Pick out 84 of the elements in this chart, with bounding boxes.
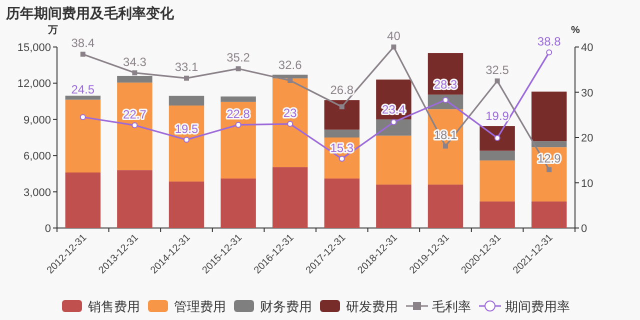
data-label: 26.8 xyxy=(330,83,354,98)
bar xyxy=(324,100,360,130)
point xyxy=(494,134,500,141)
y-axis-title: 万 xyxy=(47,25,58,36)
legend-label: 管理费用 xyxy=(174,299,226,314)
data-label: 23.4 xyxy=(382,102,406,116)
bar xyxy=(168,96,204,106)
bar xyxy=(480,201,515,228)
point xyxy=(443,144,448,149)
y-tick-label: 6,000 xyxy=(23,150,51,163)
point xyxy=(390,119,397,126)
y2-tick-label: 40 xyxy=(581,42,594,54)
bar xyxy=(117,170,152,228)
data-label: 32.6 xyxy=(278,58,302,72)
point xyxy=(391,44,396,50)
legend-label: 期间费用率 xyxy=(505,299,570,314)
bar xyxy=(324,178,360,228)
y2-tick-label: 30 xyxy=(581,87,594,100)
y-tick-label: 12,000 xyxy=(17,78,51,90)
bar xyxy=(324,130,360,138)
y-tick-label: 9,000 xyxy=(23,114,51,126)
legend-label: 毛利率 xyxy=(432,299,471,314)
bar xyxy=(65,100,101,172)
data-label: 22.8 xyxy=(226,106,250,121)
data-label: 40 xyxy=(387,29,401,43)
data-label: 15.3 xyxy=(330,140,354,155)
point xyxy=(236,66,241,72)
y-tick-label: 3,000 xyxy=(23,186,51,199)
legend-label: 研发费用 xyxy=(346,299,398,314)
bar xyxy=(272,78,308,168)
data-label: 38.8 xyxy=(537,34,562,48)
bar xyxy=(220,178,256,228)
bar xyxy=(480,150,515,160)
point xyxy=(339,104,344,110)
y-tick-label: 15,000 xyxy=(17,42,51,54)
bar xyxy=(168,106,204,182)
bar xyxy=(376,184,412,228)
data-label: 32.5 xyxy=(486,62,510,77)
bar xyxy=(65,96,101,100)
point xyxy=(184,76,189,81)
bar xyxy=(168,182,204,228)
point xyxy=(235,122,242,128)
point xyxy=(546,49,552,56)
data-label: 35.2 xyxy=(226,50,250,65)
bar xyxy=(117,82,152,170)
data-label: 19.5 xyxy=(174,122,198,136)
data-label: 23 xyxy=(283,106,298,120)
y2-tick-label: 20 xyxy=(581,132,594,144)
point xyxy=(80,114,86,120)
bar xyxy=(65,172,101,228)
data-label: 24.5 xyxy=(71,82,95,97)
point xyxy=(288,78,293,83)
bar xyxy=(531,92,567,142)
data-label: 34.3 xyxy=(123,54,147,69)
data-label: 38.4 xyxy=(71,36,95,50)
point xyxy=(132,122,138,128)
legend-label: 财务费用 xyxy=(260,299,312,314)
y-tick-label: 0 xyxy=(44,223,51,235)
bar xyxy=(428,184,464,228)
point xyxy=(494,78,500,84)
bar xyxy=(220,96,256,102)
data-label: 22.7 xyxy=(123,107,147,122)
bar xyxy=(272,167,308,228)
y2-tick-label: 0 xyxy=(581,223,588,235)
point xyxy=(132,70,138,76)
data-label: 33.1 xyxy=(174,60,198,74)
legend-label: 销售费用 xyxy=(87,299,140,314)
bar xyxy=(480,126,515,151)
point xyxy=(184,136,190,143)
point xyxy=(546,167,552,172)
data-label: 19.9 xyxy=(486,109,510,124)
bar xyxy=(220,102,256,179)
data-label: 28.3 xyxy=(434,78,458,92)
bar xyxy=(480,160,515,202)
y2-axis-title: % xyxy=(571,25,580,36)
bar xyxy=(428,109,464,185)
bar xyxy=(376,136,412,185)
bar xyxy=(531,201,567,228)
point xyxy=(338,156,345,162)
chart-title: 历年期间费用及毛利率变化 xyxy=(5,5,175,21)
point xyxy=(80,52,86,57)
point xyxy=(442,96,448,103)
point xyxy=(287,120,294,127)
y2-tick-label: 10 xyxy=(581,178,594,190)
